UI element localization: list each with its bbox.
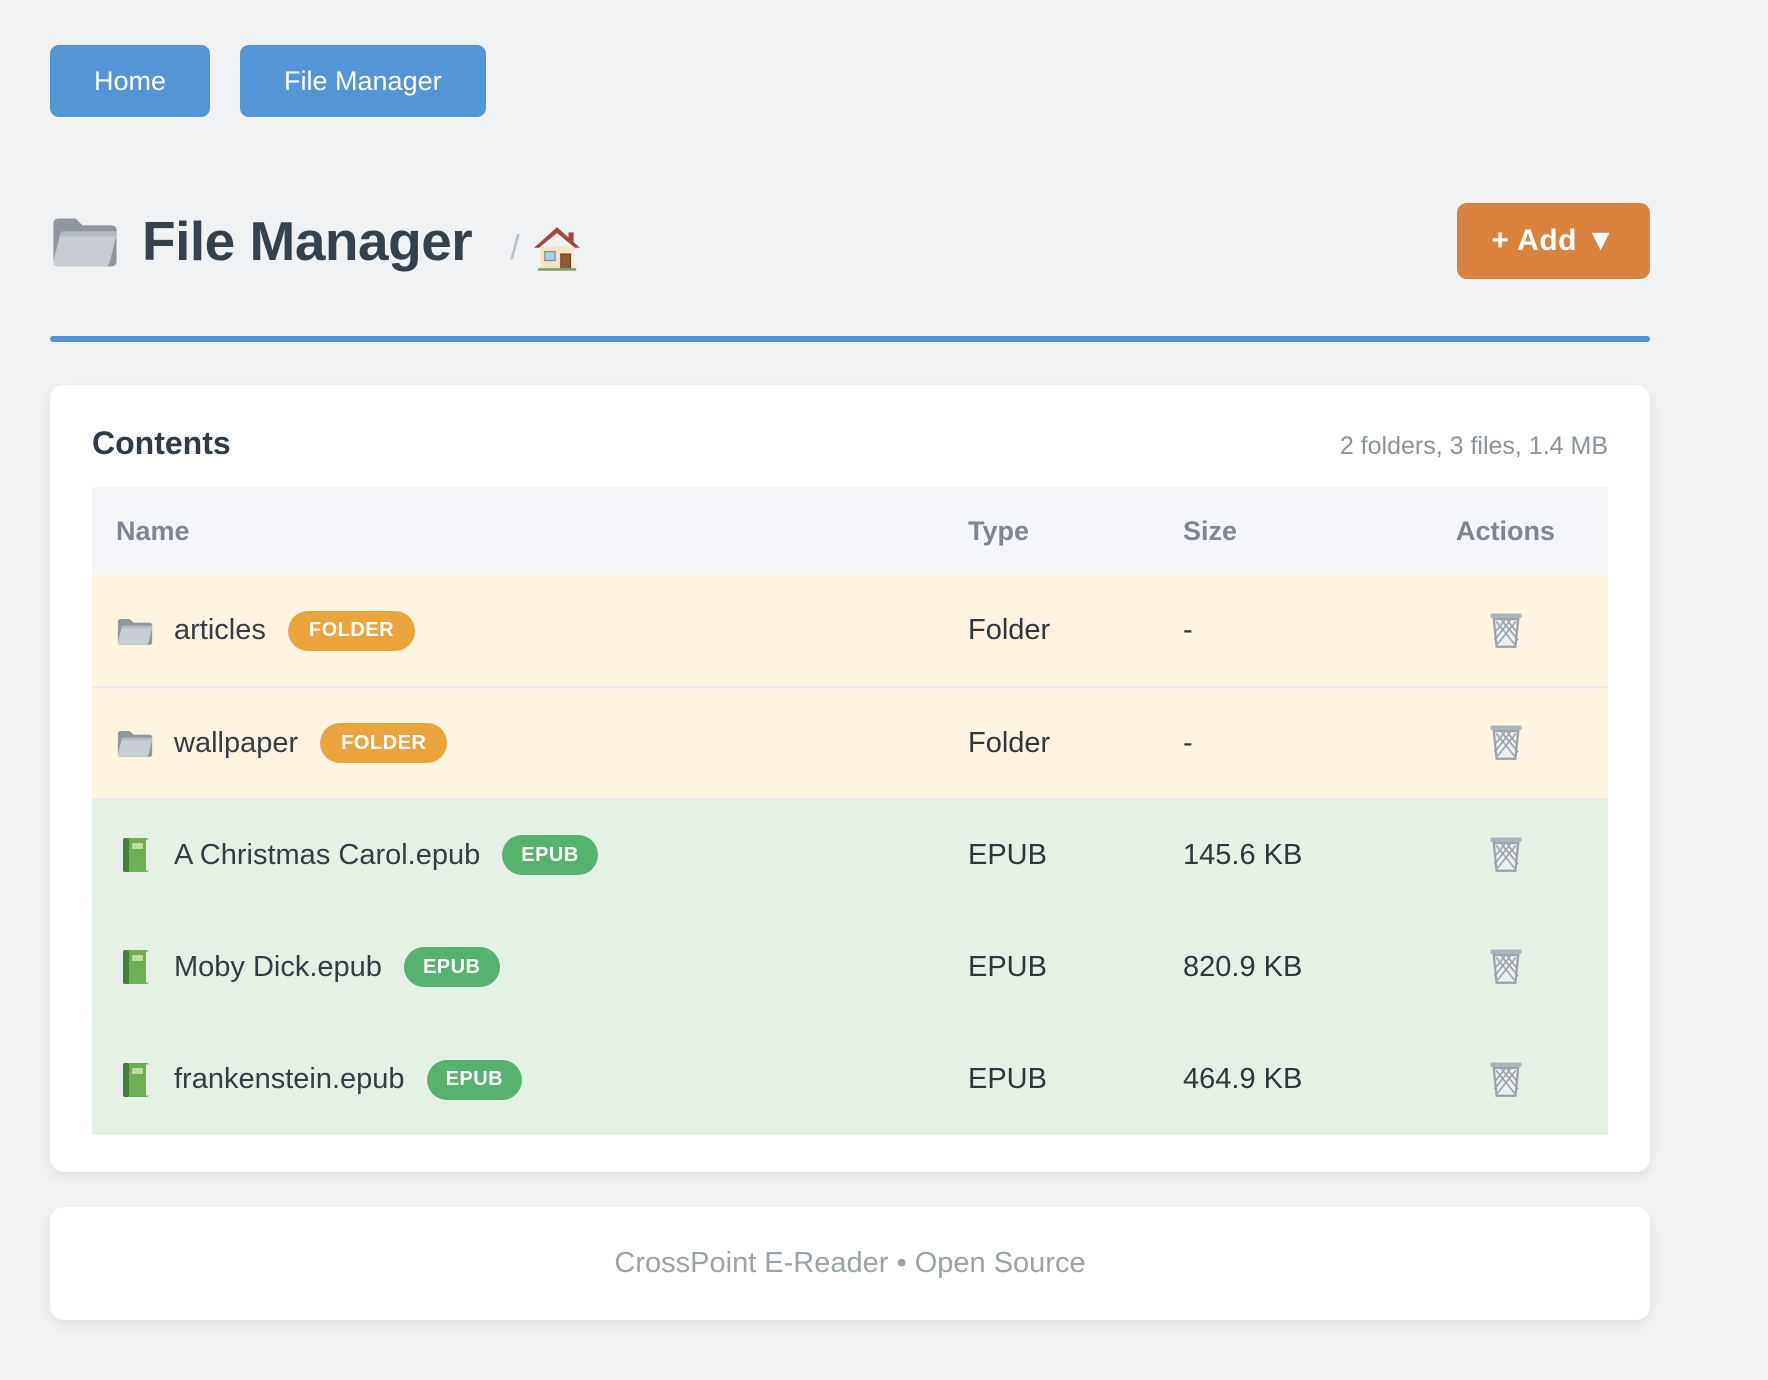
delete-button[interactable] — [1484, 605, 1528, 656]
trash-icon — [1488, 609, 1524, 652]
house-icon[interactable] — [533, 226, 581, 272]
type-cell: EPUB — [968, 838, 1047, 871]
trash-icon — [1488, 833, 1524, 876]
epub-badge: EPUB — [502, 835, 598, 875]
column-header-actions: Actions — [1403, 487, 1608, 575]
table-row-frankenstein[interactable]: frankenstein.epub EPUB EPUB 464.9 KB — [92, 1023, 1608, 1135]
top-nav: Home File Manager — [50, 45, 1650, 117]
folder-icon — [50, 210, 120, 272]
delete-button[interactable] — [1484, 717, 1528, 768]
size-cell: 145.6 KB — [1183, 838, 1303, 871]
breadcrumb-separator: / — [510, 228, 520, 267]
delete-button[interactable] — [1484, 1054, 1528, 1105]
epub-badge: EPUB — [403, 947, 500, 987]
column-header-name: Name — [92, 487, 948, 575]
size-cell: - — [1183, 614, 1193, 646]
file-table: Name Type Size Actions articles FOLDER — [92, 487, 1608, 1135]
breadcrumb: / — [510, 226, 581, 272]
book-icon — [116, 1062, 154, 1098]
trash-icon — [1488, 721, 1524, 764]
type-cell: EPUB — [968, 1063, 1047, 1095]
file-name[interactable]: A Christmas Carol.epub — [174, 838, 481, 871]
folder-badge: FOLDER — [287, 610, 416, 651]
add-button[interactable]: + Add ▼ — [1457, 203, 1650, 279]
footer: CrossPoint E-Reader • Open Source — [50, 1207, 1650, 1320]
type-cell: Folder — [968, 614, 1051, 646]
table-row-wallpaper[interactable]: wallpaper FOLDER Folder - — [92, 687, 1608, 799]
trash-icon — [1488, 1058, 1524, 1101]
epub-badge: EPUB — [426, 1059, 523, 1100]
type-cell: Folder — [968, 726, 1051, 759]
table-row-moby-dick[interactable]: Moby Dick.epub EPUB EPUB 820.9 KB — [92, 911, 1608, 1023]
column-header-type: Type — [948, 487, 1163, 575]
page-title: File Manager — [142, 209, 473, 272]
folder-icon — [116, 613, 154, 649]
type-cell: EPUB — [968, 950, 1047, 983]
file-manager-page: Home File Manager File Manager / + Add ▼… — [50, 45, 1650, 1320]
folder-icon — [116, 725, 154, 761]
trash-icon — [1488, 945, 1524, 988]
page-header: File Manager / + Add ▼ — [50, 203, 1650, 279]
book-icon — [116, 837, 154, 873]
header-divider — [50, 336, 1650, 342]
contents-title: Contents — [92, 425, 231, 461]
book-icon — [116, 949, 154, 985]
file-manager-button[interactable]: File Manager — [240, 45, 486, 117]
table-row-christmas-carol[interactable]: A Christmas Carol.epub EPUB EPUB 145.6 K… — [92, 799, 1608, 911]
file-name[interactable]: Moby Dick.epub — [174, 950, 382, 983]
file-name[interactable]: frankenstein.epub — [174, 1063, 405, 1095]
file-table-header: Name Type Size Actions — [92, 487, 1608, 575]
delete-button[interactable] — [1484, 829, 1528, 880]
size-cell: 820.9 KB — [1183, 950, 1303, 983]
table-row-articles[interactable]: articles FOLDER Folder - — [92, 575, 1608, 687]
contents-summary: 2 folders, 3 files, 1.4 MB — [1339, 432, 1608, 460]
contents-card: Contents 2 folders, 3 files, 1.4 MB Name… — [50, 385, 1650, 1172]
delete-button[interactable] — [1484, 941, 1528, 992]
file-name[interactable]: wallpaper — [174, 726, 299, 759]
column-header-size: Size — [1163, 487, 1403, 575]
size-cell: - — [1183, 726, 1193, 759]
footer-text: CrossPoint E-Reader • Open Source — [614, 1247, 1086, 1279]
contents-card-head: Contents 2 folders, 3 files, 1.4 MB — [92, 425, 1608, 462]
folder-badge: FOLDER — [320, 723, 448, 763]
home-button[interactable]: Home — [50, 45, 211, 117]
size-cell: 464.9 KB — [1183, 1063, 1303, 1095]
file-name[interactable]: articles — [174, 614, 266, 646]
